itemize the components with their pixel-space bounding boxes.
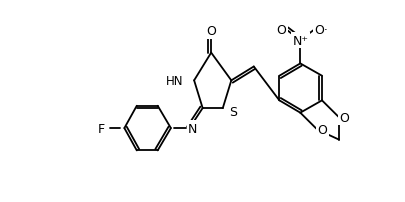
Text: HN: HN xyxy=(165,75,183,87)
Text: S: S xyxy=(228,105,237,118)
Text: O: O xyxy=(338,111,348,124)
Text: N⁺: N⁺ xyxy=(292,35,307,47)
Text: F: F xyxy=(98,122,105,135)
Text: O·: O· xyxy=(313,24,327,37)
Text: N: N xyxy=(188,122,197,135)
Text: O: O xyxy=(317,123,326,136)
Text: O: O xyxy=(206,25,215,38)
Text: O: O xyxy=(276,24,286,37)
